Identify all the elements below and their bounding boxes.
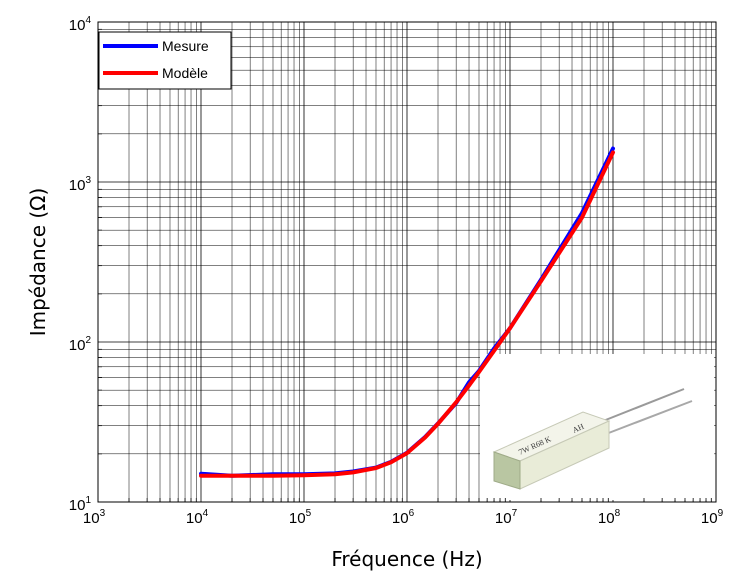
x-tick-label: 103 <box>83 508 106 527</box>
series-layer <box>199 146 615 478</box>
x-tick-labels: 103 104 105 106 107 108 109 <box>83 508 724 527</box>
legend-label-modele: Modèle <box>162 65 208 81</box>
plot-frame <box>97 21 717 503</box>
x-tick-label: 106 <box>392 508 415 527</box>
x-tick-label: 104 <box>186 508 209 527</box>
y-tick-label: 103 <box>69 175 92 194</box>
y-tick-labels: 101 102 103 104 <box>69 15 92 514</box>
legend: Mesure Modèle <box>98 31 232 90</box>
resistor-body-side <box>493 451 521 490</box>
resistor-photo: 7W R68 K AH <box>480 354 714 500</box>
x-tick-label: 105 <box>289 508 312 527</box>
resistor-lead-top <box>597 388 685 424</box>
tick-layer <box>98 28 712 502</box>
legend-box <box>98 31 232 90</box>
x-tick-label: 109 <box>701 508 724 527</box>
resistor-lead-bottom <box>605 400 693 435</box>
x-axis-title: Fréquence (Hz) <box>331 547 482 571</box>
series-line-modele <box>199 150 615 478</box>
y-tick-label: 104 <box>69 15 92 34</box>
x-tick-label: 108 <box>598 508 621 527</box>
resistor-code: AH <box>571 422 585 435</box>
y-axis-title: Impédance (Ω) <box>26 188 50 337</box>
y-tick-label: 101 <box>69 495 92 514</box>
x-tick-label: 107 <box>495 508 518 527</box>
legend-label-mesure: Mesure <box>162 38 209 54</box>
y-tick-label: 102 <box>69 335 92 354</box>
